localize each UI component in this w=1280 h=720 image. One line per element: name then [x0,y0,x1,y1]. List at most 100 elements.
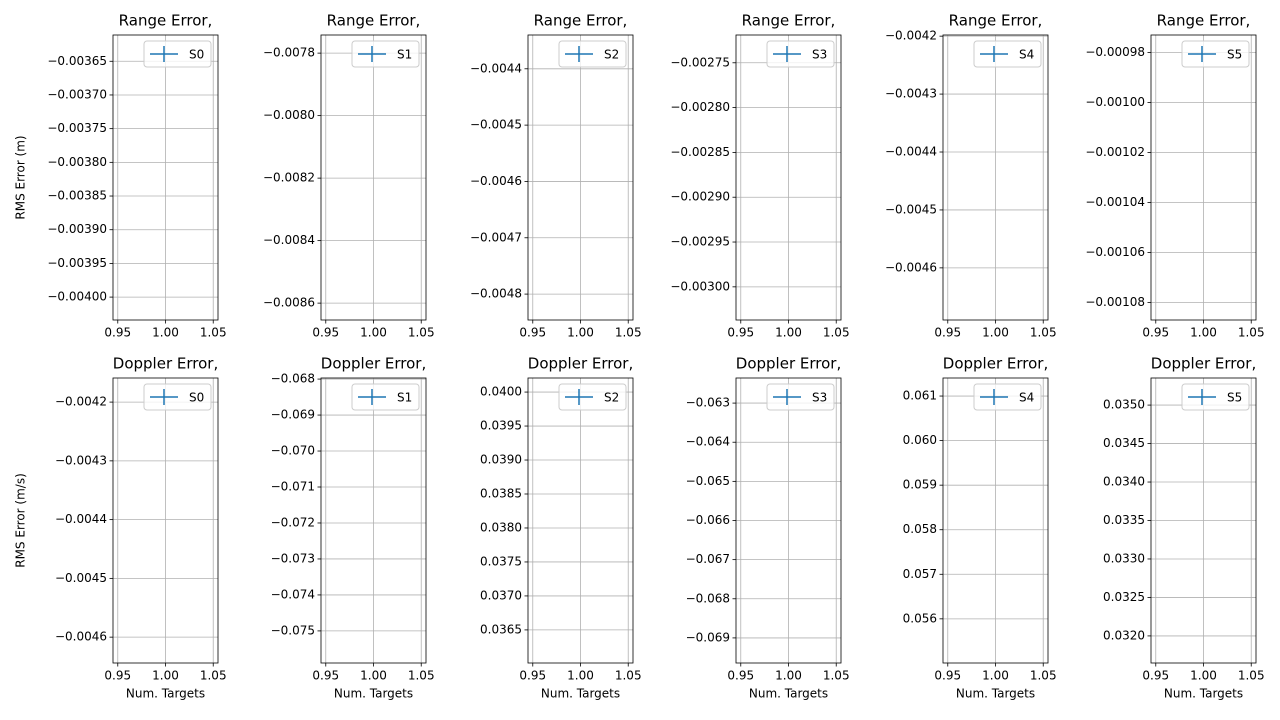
x-tick-label: 1.05 [1238,326,1265,340]
legend-label: S4 [1019,48,1034,62]
y-tick-label: 0.0320 [1103,628,1145,642]
y-tick-label: −0.066 [686,513,730,527]
plot-frame [112,34,219,321]
y-tick-label: −0.071 [271,480,315,494]
y-tick-label: −0.00300 [670,279,730,293]
x-tick-label: 1.05 [1030,669,1057,683]
x-axis-label: Num. Targets [541,687,620,701]
y-tick-label: −0.0043 [885,87,937,101]
x-tick-label: 0.95 [934,669,961,683]
legend-label: S1 [397,48,412,62]
y-axis-label: RMS Error (m) [14,135,28,219]
y-tick-label: −0.067 [686,552,730,566]
y-tick-label: −0.0042 [55,395,107,409]
y-tick-label: −0.072 [271,515,315,529]
y-tick-label: −0.0082 [263,171,315,185]
y-tick-label: −0.00380 [47,155,107,169]
y-tick-label: −0.00102 [1085,145,1145,159]
x-tick-label: 1.05 [200,669,227,683]
y-tick-label: 0.0335 [1103,513,1145,527]
y-tick-label: −0.0080 [263,108,315,122]
y-tick-label: −0.00104 [1085,195,1145,209]
y-tick-label: −0.0078 [263,46,315,60]
plot-frame [1150,34,1257,321]
x-tick-label: 0.95 [1142,326,1169,340]
y-tick-label: 0.0325 [1103,590,1145,604]
y-tick-label: −0.065 [686,474,730,488]
y-tick-label: −0.0046 [470,174,522,188]
y-tick-label: −0.00375 [47,121,107,135]
plot-frame [735,34,842,321]
y-tick-label: 0.0400 [480,385,522,399]
x-tick-label: 0.95 [312,326,339,340]
x-tick-label: 1.00 [982,669,1009,683]
y-tick-label: −0.0046 [55,630,107,644]
y-tick-label: −0.073 [271,551,315,565]
y-tick-label: 0.057 [903,567,937,581]
y-tick-label: −0.0045 [55,571,107,585]
y-tick-label: −0.0044 [885,145,937,159]
y-tick-label: 0.0385 [480,486,522,500]
y-tick-label: −0.00098 [1085,45,1145,59]
y-tick-label: 0.0395 [480,419,522,433]
chart-title: Doppler Error, [528,355,633,373]
y-tick-label: −0.0086 [263,296,315,310]
y-tick-label: 0.058 [903,522,937,536]
y-tick-label: 0.0390 [480,453,522,467]
chart-title: Range Error, [327,12,421,30]
y-tick-label: −0.00100 [1085,95,1145,109]
y-tick-label: 0.056 [903,611,937,625]
y-tick-label: −0.0045 [885,202,937,216]
x-tick-label: 1.05 [408,669,435,683]
y-tick-label: −0.0043 [55,453,107,467]
chart-title: Range Error, [1157,12,1251,30]
y-tick-label: −0.00108 [1085,295,1145,309]
y-tick-label: 0.0330 [1103,551,1145,565]
y-tick-label: −0.070 [271,444,315,458]
x-tick-label: 1.00 [1190,669,1217,683]
y-tick-label: −0.068 [686,591,730,605]
x-tick-label: 1.05 [408,326,435,340]
y-tick-label: 0.0375 [480,554,522,568]
y-tick-label: 0.060 [903,433,937,447]
plot-frame [942,34,1049,321]
y-tick-label: 0.0380 [480,520,522,534]
x-tick-label: 1.05 [1030,326,1057,340]
y-tick-label: −0.0046 [885,260,937,274]
x-tick-label: 0.95 [727,669,754,683]
y-tick-label: −0.00106 [1085,245,1145,259]
y-tick-label: −0.00285 [670,145,730,159]
legend-label: S0 [189,48,204,62]
y-tick-label: −0.00290 [670,190,730,204]
legend-label: S4 [1019,391,1034,405]
x-axis-label: Num. Targets [956,687,1035,701]
x-axis-label: Num. Targets [749,687,828,701]
legend-label: S5 [1227,391,1242,405]
x-tick-label: 1.00 [152,669,179,683]
y-tick-label: −0.00365 [47,54,107,68]
y-tick-label: −0.00390 [47,222,107,236]
y-tick-label: −0.0045 [470,118,522,132]
y-tick-label: −0.00370 [47,87,107,101]
x-tick-label: 0.95 [519,326,546,340]
y-tick-label: 0.059 [903,478,937,492]
y-tick-label: −0.074 [271,587,315,601]
x-tick-label: 0.95 [312,669,339,683]
x-tick-label: 0.95 [104,326,131,340]
x-tick-label: 1.00 [775,669,802,683]
plot-frame [1150,377,1257,664]
x-tick-label: 1.05 [1238,669,1265,683]
plot-frame [112,377,219,664]
plot-frame [527,377,634,664]
x-tick-label: 1.00 [152,326,179,340]
legend-label: S1 [397,391,412,405]
legend-label: S0 [189,391,204,405]
x-tick-label: 1.00 [567,669,594,683]
y-tick-label: −0.075 [271,623,315,637]
x-tick-label: 1.05 [823,326,850,340]
plot-frame [735,377,842,664]
y-tick-label: −0.063 [686,396,730,410]
y-axis-label: RMS Error (m/s) [14,473,28,568]
legend-label: S3 [812,391,827,405]
